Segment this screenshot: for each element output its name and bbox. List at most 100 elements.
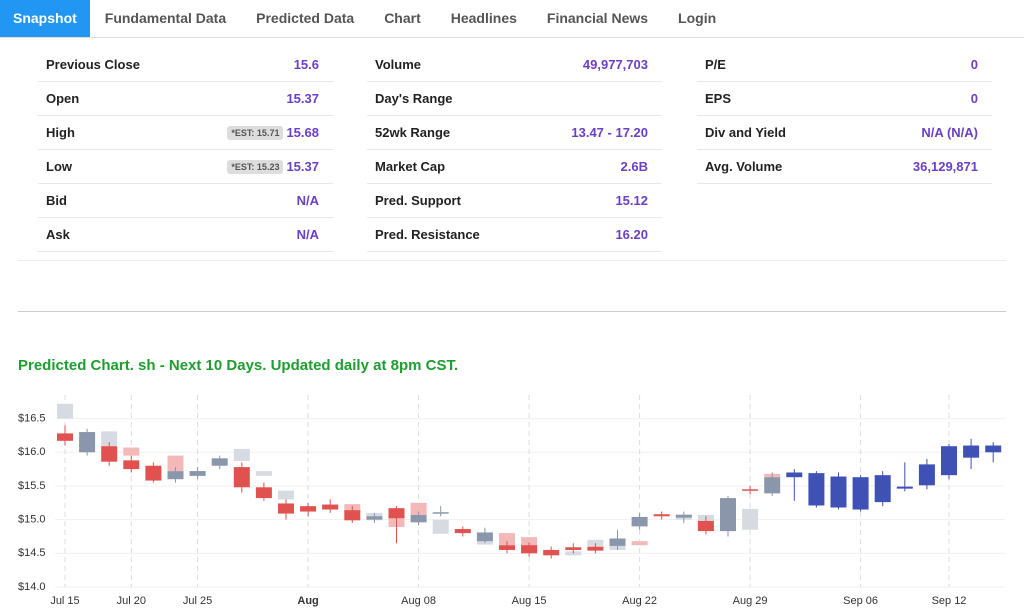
candle-body	[476, 532, 493, 542]
stats-row: Previous Close 15.6	[38, 48, 333, 82]
stat-value: 15.68	[286, 125, 319, 140]
tab-bar: Snapshot Fundamental Data Predicted Data Ch…	[0, 0, 1024, 38]
candle-body	[255, 471, 272, 476]
x-tick-label: Aug	[297, 595, 318, 607]
tab[interactable]: Predicted Data	[256, 10, 355, 26]
tab[interactable]: Headlines	[450, 10, 517, 26]
stats-row: Volume 49,977,703	[367, 48, 662, 82]
chart: $14.0 $14.5 $15.0 $15.5 $16.0 $16.5 Jul 15 Jul …	[18, 395, 1005, 607]
x-tick-label: Sep 06	[843, 595, 878, 607]
candle-body	[985, 445, 1002, 453]
stat-value: N/A	[296, 227, 319, 242]
candle-body	[278, 503, 294, 514]
candle-body	[963, 445, 980, 458]
stat-label: Market Cap	[375, 159, 446, 174]
candle-body	[631, 541, 648, 546]
stat-value: 13.47 - 17.20	[571, 125, 648, 140]
candle-body	[609, 538, 626, 546]
candle-body	[322, 504, 339, 510]
candle-body	[167, 471, 184, 480]
candle-body	[587, 539, 604, 546]
x-tick-label: Aug 29	[733, 595, 768, 607]
candle-body	[79, 432, 96, 453]
candle-body	[388, 508, 405, 519]
candle-body	[432, 519, 449, 534]
candle-body	[410, 514, 427, 523]
stats-row: Pred. Support 15.12	[367, 184, 662, 218]
candle-body	[675, 514, 692, 518]
stats-row: 52wk Range 13.47 - 17.20	[367, 116, 662, 150]
stats-row: P/E 0	[697, 48, 992, 82]
candle-body	[742, 508, 759, 530]
stats-column: P/E 0 EPS 0 Div and Yield N/A (N/A) Avg. Volum…	[697, 48, 992, 184]
stats-row: Div and Yield N/A (N/A)	[697, 116, 992, 150]
tab[interactable]: Snapshot	[0, 0, 90, 37]
y-tick-label: $14.0	[18, 581, 46, 593]
candle-body	[167, 455, 184, 472]
candle-body	[874, 475, 891, 503]
stat-value: 36,129,871	[912, 159, 978, 174]
est-badge: *EST: 15.23	[227, 159, 284, 174]
stat-label: Pred. Resistance	[375, 227, 480, 242]
stat-label: Open	[46, 91, 80, 106]
stat-label: High	[46, 125, 75, 140]
stats-row: Open 15.37	[38, 82, 333, 116]
stats-row: Avg. Volume 36,129,871	[697, 150, 992, 184]
candle-body	[543, 549, 560, 556]
stat-label: Ask	[46, 227, 70, 242]
stats-row: Bid N/A	[38, 184, 333, 218]
tab[interactable]: Login	[678, 10, 717, 26]
y-tick-label: $14.5	[18, 547, 46, 559]
candle-body	[366, 516, 383, 520]
tab[interactable]: Financial News	[546, 10, 649, 26]
candle-body	[521, 545, 538, 554]
stat-label: P/E	[705, 57, 726, 72]
x-tick-label: Sep 12	[932, 595, 967, 607]
candle-body	[941, 446, 957, 476]
candle-body	[101, 446, 118, 462]
stat-label: Day's Range	[375, 91, 453, 106]
candle-body	[454, 529, 471, 534]
stats-row: Low *EST: 15.23 15.37	[38, 150, 333, 184]
y-tick-label: $16.0	[18, 446, 46, 458]
candle-body	[432, 512, 449, 514]
stats-column: Previous Close 15.6 Open 15.37 High *EST: 15.…	[38, 48, 333, 252]
candle-body	[896, 486, 913, 489]
candle-body	[123, 447, 140, 456]
stats-row: Market Cap 2.6B	[367, 150, 662, 184]
stats-row: Ask N/A	[38, 218, 333, 252]
candle-body	[587, 546, 604, 551]
stat-value: 15.37	[286, 91, 319, 106]
candle-body	[764, 477, 781, 494]
stat-label: Pred. Support	[375, 193, 461, 208]
candle-body	[697, 520, 714, 532]
stat-label: 52wk Range	[375, 125, 451, 140]
candle-body	[852, 477, 869, 510]
stat-value: 0	[970, 57, 978, 72]
tab[interactable]: Chart	[384, 10, 421, 26]
candle-body	[499, 545, 515, 550]
stats-row: Day's Range	[367, 82, 662, 116]
stat-label: Div and Yield	[705, 125, 786, 140]
candle-body	[830, 476, 847, 508]
stat-label: Volume	[375, 57, 421, 72]
chart-title: Predicted Chart. sh - Next 10 Days. Upda…	[18, 357, 459, 374]
stat-label: Bid	[46, 193, 67, 208]
candle-body	[278, 490, 294, 500]
candle-body	[565, 547, 582, 550]
stats-row: EPS 0	[697, 82, 992, 116]
stats-row: High *EST: 15.71 15.68	[38, 116, 333, 150]
candle-body	[653, 514, 670, 517]
x-tick-label: Jul 25	[183, 595, 212, 607]
tab[interactable]: Fundamental Data	[104, 10, 227, 26]
x-tick-label: Aug 22	[622, 595, 657, 607]
stat-label: Previous Close	[46, 57, 140, 72]
stat-label: Avg. Volume	[705, 159, 783, 174]
candle-body	[145, 465, 162, 481]
candle-body	[499, 533, 515, 546]
x-tick-label: Aug 08	[401, 595, 436, 607]
candle-body	[189, 471, 206, 476]
candle-body	[410, 502, 427, 515]
candle-body	[300, 506, 317, 512]
